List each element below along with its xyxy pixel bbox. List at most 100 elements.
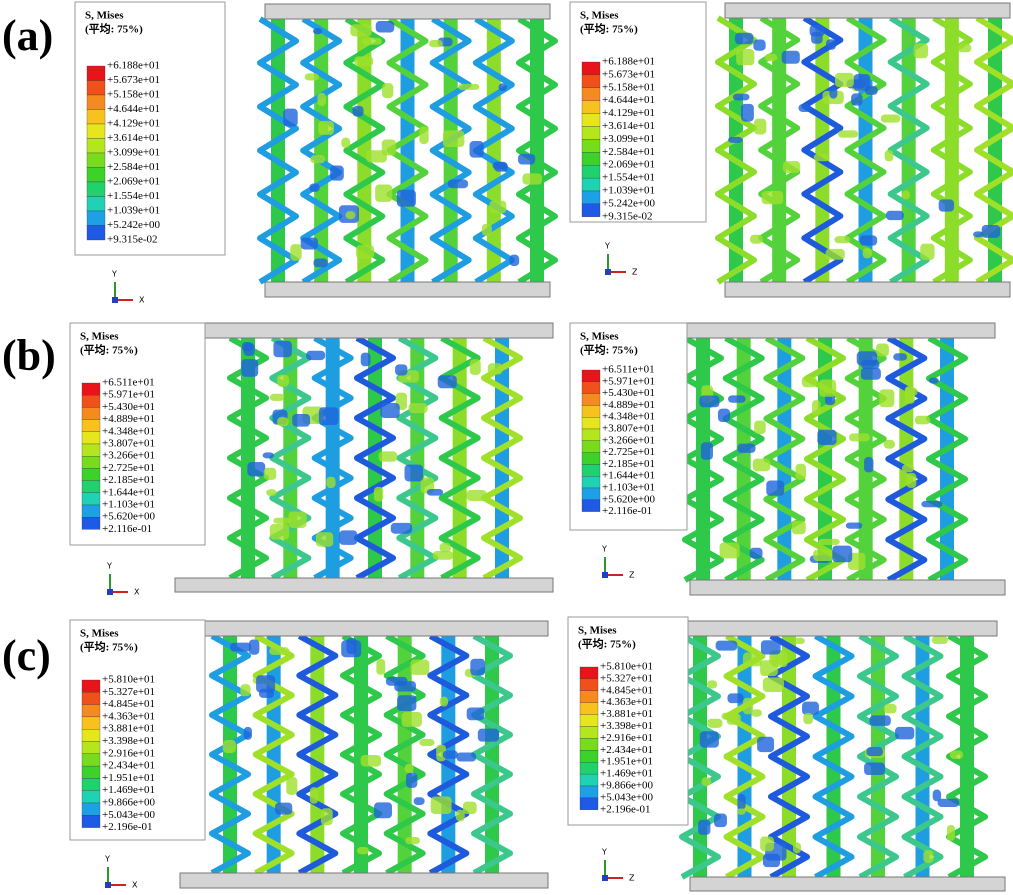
plate bbox=[264, 3, 551, 20]
stress-spot bbox=[374, 802, 392, 819]
stress-spot bbox=[743, 652, 762, 667]
stress-spot bbox=[360, 352, 371, 367]
stress-spot bbox=[509, 254, 520, 267]
legend-value: +1.644e+01 bbox=[602, 470, 655, 482]
stress-spot bbox=[266, 489, 277, 497]
stress-spot bbox=[847, 552, 866, 570]
stress-spot bbox=[345, 211, 356, 220]
stress-spot bbox=[728, 136, 743, 143]
axis-label: Y bbox=[601, 848, 607, 857]
stress-spot bbox=[699, 731, 719, 748]
stress-spot bbox=[981, 224, 1001, 238]
stress-spot bbox=[728, 395, 746, 403]
stress-spot bbox=[419, 739, 435, 746]
legend-value: +4.129e+01 bbox=[107, 118, 160, 130]
stress-spot bbox=[914, 415, 931, 425]
legend-band bbox=[579, 738, 599, 751]
stress-spot bbox=[818, 538, 840, 545]
plate bbox=[724, 2, 1011, 19]
legend-value: +5.242e+00 bbox=[107, 219, 161, 231]
legend-band bbox=[81, 729, 101, 742]
stress-spot bbox=[761, 190, 784, 205]
stress-spot bbox=[866, 747, 884, 757]
stress-spot bbox=[740, 103, 754, 122]
plate bbox=[689, 876, 1006, 892]
stress-spot bbox=[792, 842, 802, 854]
stress-spot bbox=[906, 472, 917, 488]
stress-spot bbox=[466, 707, 485, 721]
legend-value: +4.845e+01 bbox=[600, 684, 653, 696]
legend-subtitle: (平均: 75%) bbox=[85, 22, 143, 36]
stress-spot bbox=[813, 153, 830, 162]
strut-zigzag bbox=[722, 335, 765, 583]
legend-value: +3.266e+01 bbox=[602, 434, 655, 446]
stress-spot bbox=[406, 772, 418, 788]
stress-spot bbox=[375, 21, 395, 33]
legend-band bbox=[579, 690, 599, 703]
stress-spot bbox=[310, 155, 326, 164]
axis-origin bbox=[105, 882, 111, 888]
strut bbox=[325, 338, 340, 578]
strut-zigzag bbox=[383, 633, 426, 876]
legend-band bbox=[81, 790, 101, 804]
stress-spot bbox=[801, 376, 817, 388]
strut-zigzag bbox=[715, 15, 757, 285]
legend-band bbox=[81, 407, 101, 420]
axis-origin bbox=[112, 297, 118, 303]
lattice bbox=[257, 16, 558, 285]
stress-spot bbox=[795, 463, 807, 480]
plate bbox=[171, 620, 549, 637]
legend-value: +2.434e+01 bbox=[102, 760, 155, 772]
stress-spot bbox=[717, 408, 731, 423]
strut bbox=[815, 18, 830, 282]
stress-spot bbox=[315, 532, 334, 547]
legend-band bbox=[86, 123, 106, 139]
stress-spot bbox=[439, 542, 451, 553]
legend-value: +2.185e+01 bbox=[602, 458, 655, 470]
legend-title: S, Mises bbox=[580, 10, 619, 22]
stress-spot bbox=[469, 359, 481, 375]
plate bbox=[724, 281, 1011, 298]
legend-band bbox=[581, 61, 601, 76]
legend-value: +5.043e+00 bbox=[600, 791, 654, 803]
stress-spot bbox=[313, 258, 328, 268]
legend-band bbox=[86, 94, 106, 110]
legend-band bbox=[581, 405, 601, 418]
legend-value: +4.348e+01 bbox=[102, 425, 155, 437]
strut-zigzag bbox=[429, 16, 472, 285]
stress-spot bbox=[430, 796, 452, 814]
strut bbox=[940, 338, 954, 580]
stress-spot bbox=[757, 736, 775, 753]
legend-band bbox=[581, 428, 601, 441]
stress-spot bbox=[492, 161, 508, 170]
strut-zigzag bbox=[887, 15, 930, 285]
strut bbox=[310, 636, 325, 873]
legend-value: +3.807e+01 bbox=[602, 423, 655, 435]
axis-origin bbox=[602, 572, 608, 578]
legend-subtitle: (平均: 75%) bbox=[80, 640, 138, 654]
legend-value: +3.881e+01 bbox=[102, 723, 155, 735]
stress-spot bbox=[290, 244, 302, 261]
legend-value: +2.584e+01 bbox=[602, 146, 655, 158]
stress-spot bbox=[309, 787, 319, 804]
stress-spot bbox=[860, 367, 881, 380]
legend-band bbox=[86, 181, 106, 197]
stress-spot bbox=[760, 640, 781, 655]
axis-origin bbox=[605, 269, 611, 275]
strut-zigzag bbox=[926, 335, 968, 583]
legend-value: +3.398e+01 bbox=[600, 720, 653, 732]
strut bbox=[410, 338, 425, 578]
stress-spot bbox=[330, 165, 344, 181]
stress-spot bbox=[326, 476, 336, 489]
strut bbox=[397, 636, 412, 873]
legend-band bbox=[579, 773, 599, 787]
legend-value: +5.158e+01 bbox=[107, 89, 160, 101]
stress-spot bbox=[269, 393, 285, 401]
legend-band bbox=[579, 678, 599, 691]
legend-band bbox=[581, 74, 601, 88]
legend-value: +3.099e+01 bbox=[602, 133, 655, 145]
stress-spot bbox=[825, 39, 836, 50]
stress-spot bbox=[782, 161, 801, 173]
stress-spot bbox=[901, 190, 910, 200]
strut-zigzag bbox=[801, 15, 844, 285]
